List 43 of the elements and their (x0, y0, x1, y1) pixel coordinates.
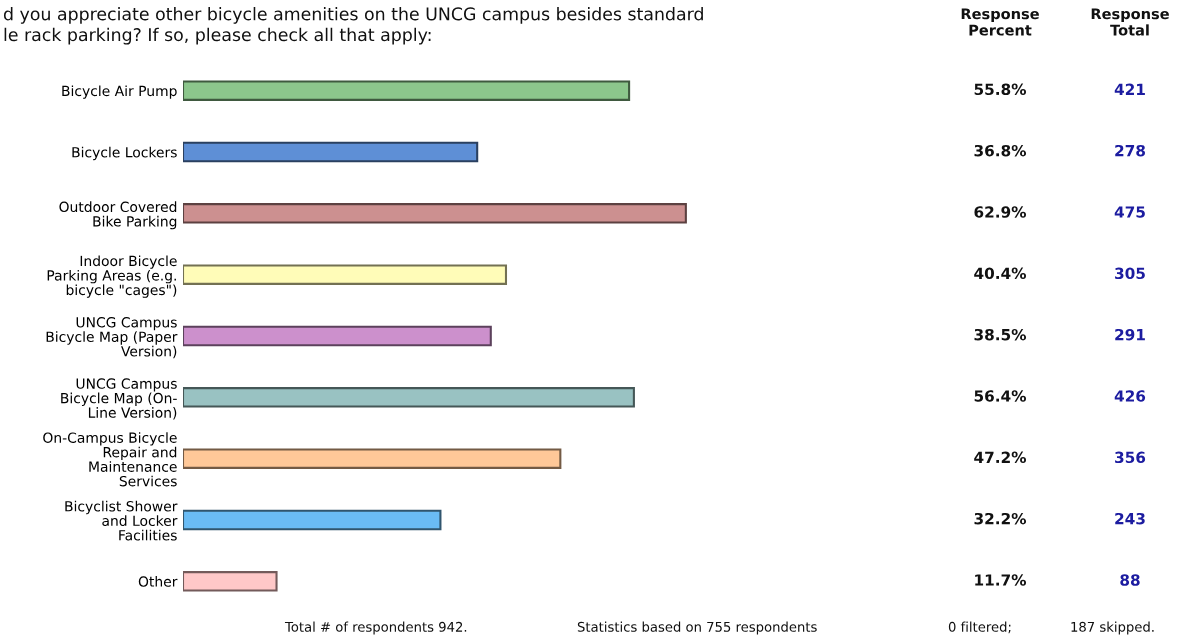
bar (183, 80, 631, 101)
text: 305 (1115, 267, 1145, 280)
text: 0 filtered; (948, 621, 1011, 634)
y-tick-label: Bicyclist Shower and Locker Facilities (65, 500, 178, 541)
bar (183, 264, 508, 285)
bar (183, 571, 278, 592)
bar (183, 203, 687, 224)
data-label: 40.4% (974, 267, 1027, 280)
text: 356 (1115, 451, 1146, 464)
y-tick-label: On-Campus Bicycle Repair and Maintenance Services (43, 432, 177, 487)
text: 475 (1114, 206, 1145, 218)
text: 291 (1115, 328, 1145, 341)
y-tick-label: UNCG Campus Bicycle Map (On- Line Version) (61, 378, 177, 420)
bar (183, 509, 442, 531)
data-label: 32.2% (974, 512, 1027, 525)
y-tick-label: Bicycle Lockers (72, 146, 177, 161)
data-label: 55.8% (974, 83, 1027, 96)
bar (183, 325, 492, 347)
y-tick-label: Indoor Bicycle Parking Areas (e.g. bicycle "cages") (47, 255, 177, 298)
text: 243 (1115, 512, 1145, 525)
bar (183, 141, 479, 163)
bar (183, 448, 562, 469)
text: Response Percent (961, 8, 1039, 36)
y-tick-label: UNCG Campus Bicycle Map (Paper Version) (46, 317, 178, 359)
data-label: 47.2% (974, 451, 1027, 464)
data-label: 36.8% (974, 144, 1027, 157)
data-label: 11.7% (975, 574, 1027, 586)
text: 421 (1114, 83, 1145, 95)
text: 426 (1114, 390, 1146, 402)
data-label: 62.9% (974, 206, 1027, 218)
y-tick-label: Bicycle Air Pump (62, 85, 177, 99)
text: 88 (1120, 574, 1140, 586)
text: 187 skipped. (1071, 621, 1154, 635)
y-tick-label: Other (138, 576, 178, 587)
text: 278 (1115, 144, 1145, 157)
data-label: 38.5% (974, 328, 1027, 341)
y-tick-label: Outdoor Covered Bike Parking (59, 201, 177, 230)
text: Statistics based on 755 respondents (577, 621, 817, 635)
data-label: 56.4% (974, 390, 1027, 402)
chart-title: d you appreciate other bicycle amenities on the UNCG campus besides standard le rack parking? If so, please check all that apply: (3, 7, 703, 45)
bar (183, 387, 635, 408)
text: Response Total (1091, 8, 1169, 36)
text: Total # of respondents 942. (284, 621, 467, 635)
